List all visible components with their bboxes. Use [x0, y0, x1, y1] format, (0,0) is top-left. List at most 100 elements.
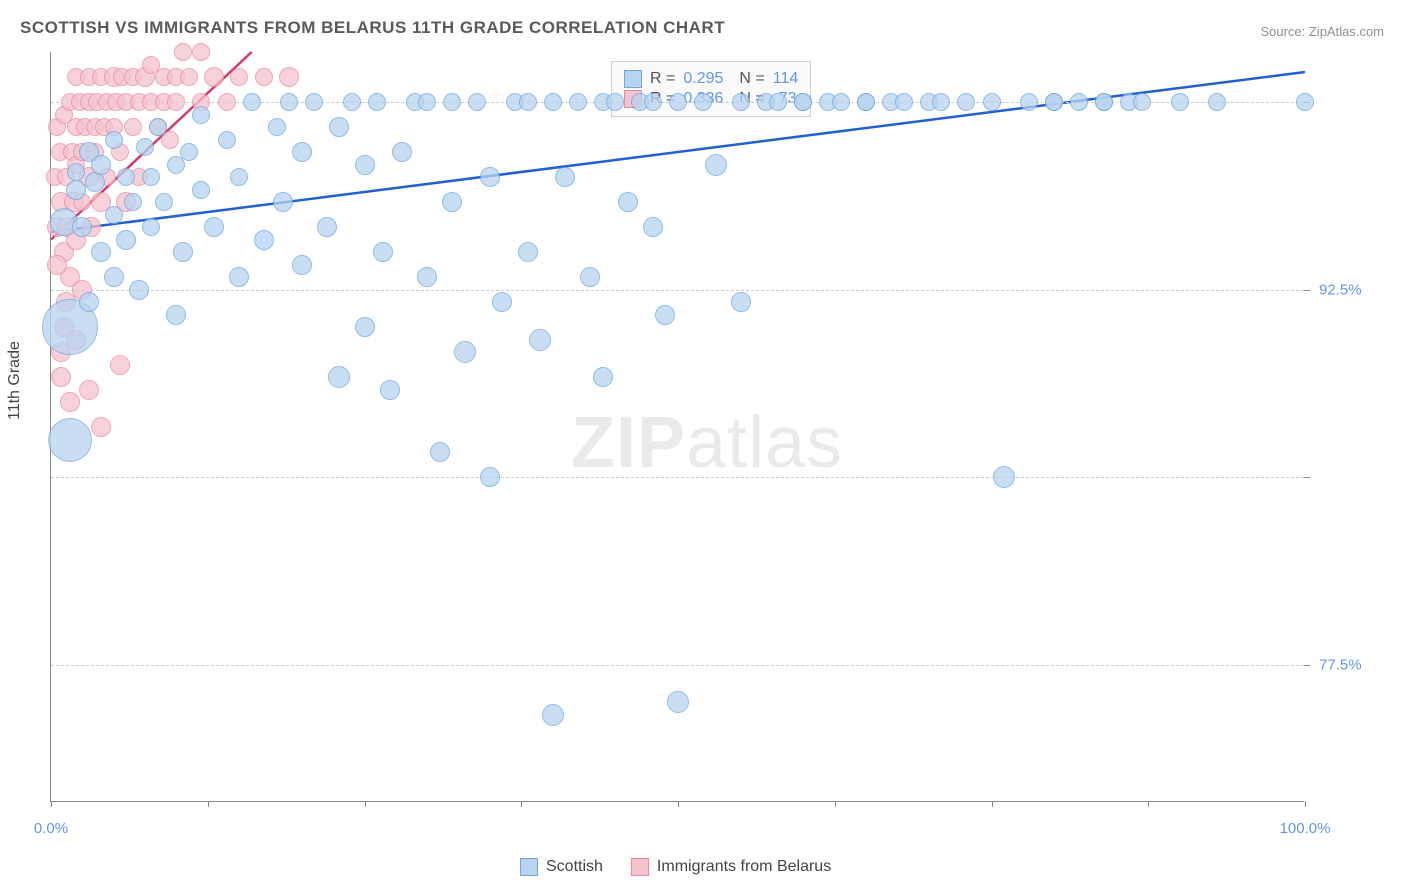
scottish-point — [155, 193, 173, 211]
y-tick-label: 77.5% — [1319, 656, 1362, 673]
bottom-legend: Scottish Immigrants from Belarus — [520, 858, 831, 876]
scottish-point — [116, 230, 136, 250]
x-tick — [1148, 801, 1149, 807]
legend-item-scottish: Scottish — [520, 858, 603, 876]
belarus-point — [79, 380, 99, 400]
belarus-point — [124, 118, 142, 136]
scottish-point — [492, 292, 512, 312]
belarus-point — [91, 417, 111, 437]
belarus-point — [60, 392, 80, 412]
scottish-point — [667, 691, 689, 713]
gridline — [51, 665, 1304, 666]
belarus-label: Immigrants from Belarus — [657, 858, 831, 876]
belarus-point — [204, 67, 224, 87]
scottish-point — [993, 466, 1015, 488]
scottish-point — [430, 442, 450, 462]
x-tick — [835, 801, 836, 807]
scottish-point — [230, 168, 248, 186]
belarus-point — [192, 43, 210, 61]
scottish-point — [417, 267, 437, 287]
scottish-swatch-icon — [520, 858, 538, 876]
scottish-point — [832, 93, 850, 111]
scottish-point — [373, 242, 393, 262]
watermark: ZIPatlas — [571, 402, 843, 484]
belarus-point — [47, 255, 67, 275]
scottish-point — [48, 418, 92, 462]
scottish-label: Scottish — [546, 858, 603, 876]
scottish-point — [1133, 93, 1151, 111]
scottish-point — [643, 217, 663, 237]
x-tick — [51, 801, 52, 807]
scottish-point — [669, 93, 687, 111]
scottish-point — [229, 267, 249, 287]
scottish-point — [355, 317, 375, 337]
watermark-zip: ZIP — [571, 403, 686, 483]
scottish-point — [149, 118, 167, 136]
scottish-point — [1171, 93, 1189, 111]
belarus-point — [230, 68, 248, 86]
scottish-n-value: 114 — [773, 70, 799, 88]
scottish-point — [580, 267, 600, 287]
n-label: N = — [739, 70, 764, 88]
belarus-swatch-icon — [631, 858, 649, 876]
y-tick — [1304, 290, 1310, 291]
scottish-point — [932, 93, 950, 111]
belarus-point — [51, 367, 71, 387]
scottish-point — [555, 167, 575, 187]
belarus-point — [174, 43, 192, 61]
x-tick — [992, 801, 993, 807]
scottish-point — [104, 267, 124, 287]
trend-lines-layer — [51, 52, 1304, 801]
scottish-point — [442, 192, 462, 212]
belarus-point — [110, 355, 130, 375]
scottish-point — [1095, 93, 1113, 111]
scottish-point — [1020, 93, 1038, 111]
scottish-r-value: 0.295 — [683, 70, 723, 88]
stats-row-scottish: R = 0.295 N = 114 — [624, 70, 798, 88]
scottish-point — [105, 206, 123, 224]
scottish-point — [618, 192, 638, 212]
scottish-point — [895, 93, 913, 111]
gridline — [51, 290, 1304, 291]
source-label: Source: ZipAtlas.com — [1260, 24, 1384, 39]
scottish-point — [173, 242, 193, 262]
scottish-point — [529, 329, 551, 351]
scottish-point — [142, 168, 160, 186]
scottish-point — [857, 93, 875, 111]
x-tick — [365, 801, 366, 807]
scottish-point — [1296, 93, 1314, 111]
scottish-point — [124, 193, 142, 211]
x-tick — [1305, 801, 1306, 807]
scottish-point — [129, 280, 149, 300]
scottish-point — [192, 106, 210, 124]
y-tick-label: 92.5% — [1319, 281, 1362, 298]
gridline — [51, 477, 1304, 478]
y-axis-label: 11th Grade — [6, 341, 24, 420]
x-tick-label: 0.0% — [34, 820, 68, 837]
x-tick — [678, 801, 679, 807]
belarus-point — [218, 93, 236, 111]
scottish-point — [644, 93, 662, 111]
scottish-point — [542, 704, 564, 726]
chart-plot-area: ZIPatlas R = 0.295 N = 114 R = 0.336 N =… — [50, 52, 1304, 802]
scottish-point — [454, 341, 476, 363]
scottish-point — [569, 93, 587, 111]
scottish-point — [480, 467, 500, 487]
scottish-point — [655, 305, 675, 325]
scottish-point — [443, 93, 461, 111]
scottish-point — [136, 138, 154, 156]
scottish-point — [305, 93, 323, 111]
watermark-atlas: atlas — [686, 403, 843, 483]
y-tick — [1304, 665, 1310, 666]
scottish-point — [67, 163, 85, 181]
scottish-point — [192, 181, 210, 199]
y-tick — [1304, 477, 1310, 478]
belarus-point — [180, 68, 198, 86]
scottish-point — [519, 93, 537, 111]
scottish-point — [468, 93, 486, 111]
scottish-point — [117, 168, 135, 186]
scottish-point — [544, 93, 562, 111]
scottish-swatch-icon — [624, 70, 642, 88]
scottish-point — [983, 93, 1001, 111]
scottish-point — [418, 93, 436, 111]
